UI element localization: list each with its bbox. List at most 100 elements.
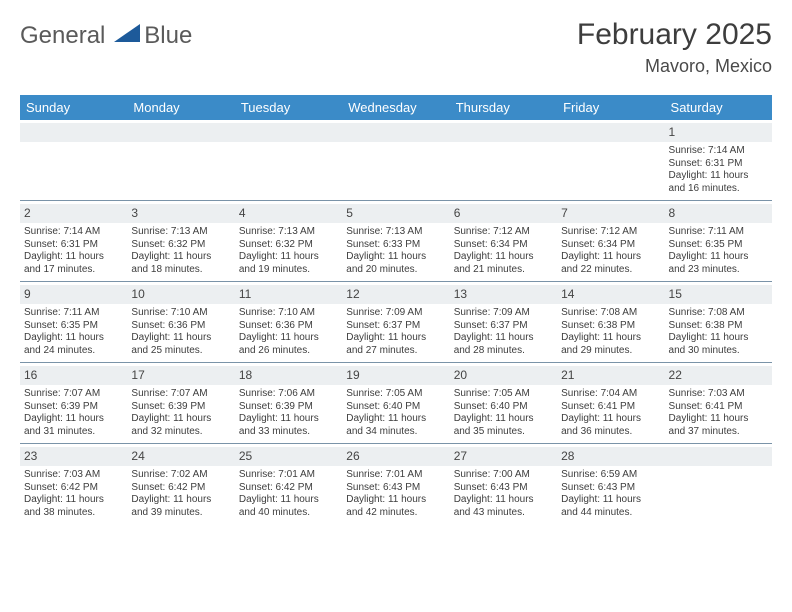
day-detail-line: Sunrise: 7:01 AM — [346, 469, 445, 482]
day-detail-line: Sunrise: 7:03 AM — [669, 388, 768, 401]
logo-triangle-icon — [114, 24, 140, 47]
day-detail-line: and 43 minutes. — [454, 507, 553, 520]
day-detail-line: Sunrise: 7:13 AM — [346, 226, 445, 239]
day-detail-line: Daylight: 11 hours — [454, 494, 553, 507]
week-row: 16Sunrise: 7:07 AMSunset: 6:39 PMDayligh… — [20, 362, 772, 443]
day-detail-line: and 30 minutes. — [669, 345, 768, 358]
weeks-container: 1Sunrise: 7:14 AMSunset: 6:31 PMDaylight… — [20, 120, 772, 524]
week-row: 1Sunrise: 7:14 AMSunset: 6:31 PMDaylight… — [20, 120, 772, 200]
day-detail-line: Sunrise: 7:00 AM — [454, 469, 553, 482]
week-row: 9Sunrise: 7:11 AMSunset: 6:35 PMDaylight… — [20, 281, 772, 362]
day-cell: 5Sunrise: 7:13 AMSunset: 6:33 PMDaylight… — [342, 201, 449, 281]
day-detail-line: Daylight: 11 hours — [669, 332, 768, 345]
weekday-header: Thursday — [450, 95, 557, 120]
month-title: February 2025 — [577, 18, 772, 52]
day-detail-line: Sunrise: 7:03 AM — [24, 469, 123, 482]
day-detail-line: and 18 minutes. — [131, 264, 230, 277]
day-detail-line: Sunrise: 7:05 AM — [346, 388, 445, 401]
day-number: 20 — [450, 366, 557, 385]
day-detail-line: Sunset: 6:35 PM — [24, 320, 123, 333]
day-cell — [342, 120, 449, 200]
day-detail-line: Sunrise: 7:12 AM — [454, 226, 553, 239]
day-number: 13 — [450, 285, 557, 304]
day-detail-line: Sunset: 6:32 PM — [131, 239, 230, 252]
day-detail-line: Sunrise: 7:14 AM — [24, 226, 123, 239]
day-detail-line: and 26 minutes. — [239, 345, 338, 358]
day-detail-line: Sunset: 6:38 PM — [669, 320, 768, 333]
day-number: 7 — [557, 204, 664, 223]
week-row: 2Sunrise: 7:14 AMSunset: 6:31 PMDaylight… — [20, 200, 772, 281]
day-number: 8 — [665, 204, 772, 223]
day-detail-line: Sunrise: 7:08 AM — [669, 307, 768, 320]
day-detail-line: Sunset: 6:43 PM — [454, 482, 553, 495]
day-detail-line: Sunset: 6:35 PM — [669, 239, 768, 252]
weekday-header: Wednesday — [342, 95, 449, 120]
day-detail-line: Sunrise: 7:11 AM — [669, 226, 768, 239]
day-detail-line: Daylight: 11 hours — [454, 251, 553, 264]
day-detail-line: Daylight: 11 hours — [239, 494, 338, 507]
day-detail-line: Sunset: 6:41 PM — [561, 401, 660, 414]
day-detail-line: Daylight: 11 hours — [131, 251, 230, 264]
weekday-header: Tuesday — [235, 95, 342, 120]
day-detail-line: and 42 minutes. — [346, 507, 445, 520]
day-number: 17 — [127, 366, 234, 385]
logo-word-blue: Blue — [144, 22, 192, 49]
day-detail-line: Sunrise: 7:13 AM — [131, 226, 230, 239]
day-number — [665, 447, 772, 466]
day-detail-line: and 27 minutes. — [346, 345, 445, 358]
day-detail-line: Sunrise: 7:12 AM — [561, 226, 660, 239]
day-detail-line: Sunrise: 7:02 AM — [131, 469, 230, 482]
day-cell: 21Sunrise: 7:04 AMSunset: 6:41 PMDayligh… — [557, 363, 664, 443]
day-detail-line: Sunrise: 7:11 AM — [24, 307, 123, 320]
day-number — [127, 123, 234, 142]
day-detail-line: Sunset: 6:43 PM — [561, 482, 660, 495]
weekday-header: Saturday — [665, 95, 772, 120]
day-detail-line: Daylight: 11 hours — [24, 413, 123, 426]
day-cell: 23Sunrise: 7:03 AMSunset: 6:42 PMDayligh… — [20, 444, 127, 524]
day-detail-line: Sunset: 6:40 PM — [454, 401, 553, 414]
day-number: 10 — [127, 285, 234, 304]
weekday-header: Sunday — [20, 95, 127, 120]
day-number: 18 — [235, 366, 342, 385]
day-cell: 9Sunrise: 7:11 AMSunset: 6:35 PMDaylight… — [20, 282, 127, 362]
day-detail-line: and 16 minutes. — [669, 183, 768, 196]
day-detail-line: Daylight: 11 hours — [24, 332, 123, 345]
day-number: 27 — [450, 447, 557, 466]
day-number: 22 — [665, 366, 772, 385]
day-cell: 18Sunrise: 7:06 AMSunset: 6:39 PMDayligh… — [235, 363, 342, 443]
day-number: 11 — [235, 285, 342, 304]
day-detail-line: Sunrise: 6:59 AM — [561, 469, 660, 482]
day-detail-line: Sunrise: 7:09 AM — [454, 307, 553, 320]
day-detail-line: Daylight: 11 hours — [669, 170, 768, 183]
day-detail-line: Sunset: 6:40 PM — [346, 401, 445, 414]
day-detail-line: Sunset: 6:32 PM — [239, 239, 338, 252]
day-detail-line: Sunrise: 7:07 AM — [24, 388, 123, 401]
weekday-header-row: Sunday Monday Tuesday Wednesday Thursday… — [20, 95, 772, 120]
day-detail-line: Daylight: 11 hours — [669, 251, 768, 264]
day-detail-line: Daylight: 11 hours — [561, 413, 660, 426]
day-detail-line: Daylight: 11 hours — [561, 494, 660, 507]
day-detail-line: Sunset: 6:34 PM — [561, 239, 660, 252]
day-detail-line: Sunrise: 7:04 AM — [561, 388, 660, 401]
day-detail-line: Sunset: 6:39 PM — [24, 401, 123, 414]
day-cell — [235, 120, 342, 200]
day-cell: 6Sunrise: 7:12 AMSunset: 6:34 PMDaylight… — [450, 201, 557, 281]
day-detail-line: Daylight: 11 hours — [454, 332, 553, 345]
day-number — [342, 123, 449, 142]
day-number: 19 — [342, 366, 449, 385]
day-detail-line: Sunset: 6:37 PM — [454, 320, 553, 333]
day-detail-line: Daylight: 11 hours — [239, 413, 338, 426]
day-detail-line: Sunset: 6:37 PM — [346, 320, 445, 333]
day-cell: 2Sunrise: 7:14 AMSunset: 6:31 PMDaylight… — [20, 201, 127, 281]
day-detail-line: Daylight: 11 hours — [239, 251, 338, 264]
day-detail-line: Sunset: 6:39 PM — [239, 401, 338, 414]
day-number: 23 — [20, 447, 127, 466]
day-number: 3 — [127, 204, 234, 223]
day-detail-line: Daylight: 11 hours — [24, 251, 123, 264]
day-detail-line: Daylight: 11 hours — [561, 251, 660, 264]
day-cell — [450, 120, 557, 200]
day-detail-line: Sunset: 6:36 PM — [239, 320, 338, 333]
day-number: 2 — [20, 204, 127, 223]
day-cell — [665, 444, 772, 524]
day-cell: 10Sunrise: 7:10 AMSunset: 6:36 PMDayligh… — [127, 282, 234, 362]
